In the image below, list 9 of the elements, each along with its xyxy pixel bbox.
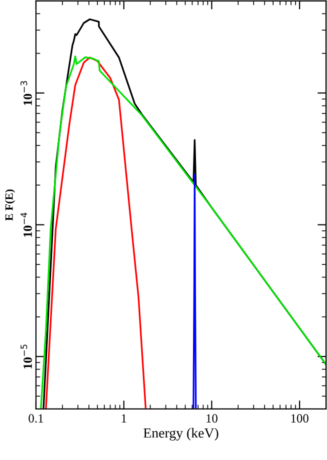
- y-tick-label: 10$^{−4}$: [20, 212, 32, 237]
- y-tick-label: 10$^{−5}$: [20, 344, 32, 368]
- y-tick-label: 10$^{−3}$: [20, 81, 32, 105]
- x-tick-label: 10: [206, 414, 218, 423]
- x-tick-label: 1: [122, 414, 126, 422]
- x-axis-title: Energy (keV): [144, 428, 218, 441]
- x-tick-label: 0.1: [28, 414, 44, 423]
- y-axis-title: E F(E): [5, 190, 16, 221]
- x-tick-label: 100: [291, 414, 308, 423]
